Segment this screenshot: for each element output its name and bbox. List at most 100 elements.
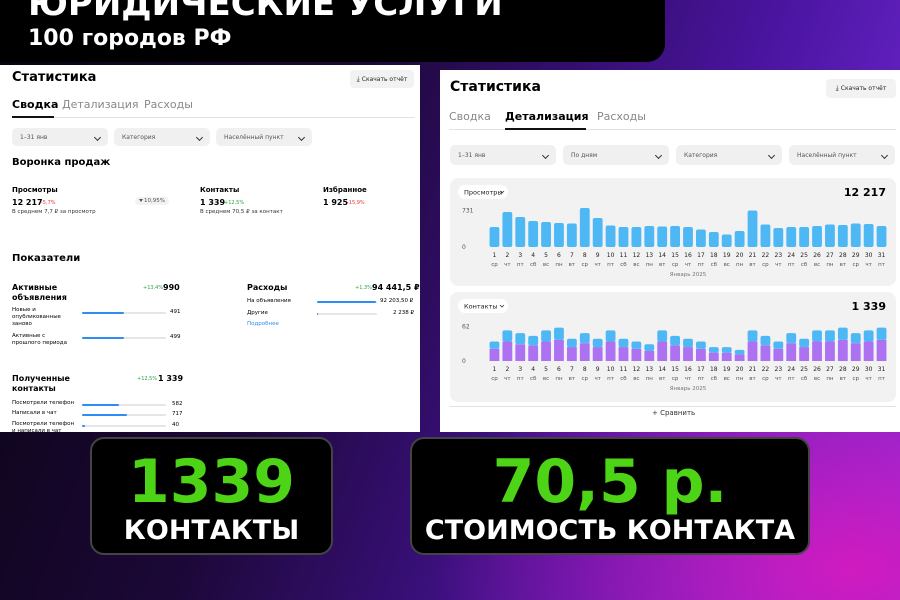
bar xyxy=(837,225,848,247)
filter[interactable]: Населённый пункт xyxy=(789,145,895,165)
bar xyxy=(863,224,874,247)
bar xyxy=(799,338,810,348)
x-tick-label: 6 xyxy=(557,366,561,373)
row-value: 717 xyxy=(172,411,183,417)
row-value: 2 238 ₽ xyxy=(393,310,414,316)
download-button[interactable]: ⤓ Скачать отчёт xyxy=(350,70,414,88)
download-button[interactable]: ⤓ Скачать отчёт xyxy=(826,79,896,98)
weekday-label: сб xyxy=(801,376,808,382)
x-tick-label: 19 xyxy=(723,252,731,259)
tab[interactable]: Сводка xyxy=(12,98,59,111)
tab[interactable]: Детализация xyxy=(505,110,589,123)
bar xyxy=(528,335,539,346)
weekday-label: пт xyxy=(878,262,886,268)
progress-bar xyxy=(317,313,319,315)
bar xyxy=(799,227,810,247)
filter[interactable]: 1–31 янв xyxy=(12,128,108,146)
metric-label: Контакты xyxy=(200,186,240,194)
weekday-label: ср xyxy=(762,262,769,268)
download-label: Скачать отчёт xyxy=(840,85,887,92)
weekday-label: пн xyxy=(736,262,744,268)
weekday-label: вт xyxy=(749,262,756,268)
filter[interactable]: По дням xyxy=(563,145,669,165)
bar xyxy=(696,348,706,361)
filter[interactable]: 1–31 янв xyxy=(450,145,556,165)
banner-subtitle: 100 городов РФ xyxy=(28,26,232,51)
bar xyxy=(708,352,719,361)
x-tick-label: 15 xyxy=(671,252,679,259)
weekday-label: вт xyxy=(840,376,847,382)
x-tick-label: 26 xyxy=(813,252,821,259)
compare-button[interactable]: + Сравнить xyxy=(652,409,696,417)
bar xyxy=(747,341,758,361)
tab[interactable]: Детализация xyxy=(62,98,139,111)
x-tick-label: 20 xyxy=(736,252,744,259)
x-tick-label: 9 xyxy=(596,252,600,259)
bar xyxy=(605,225,616,247)
conversion-value: 10,95% xyxy=(144,198,165,204)
tab-divider xyxy=(449,129,896,130)
filter-label: Категория xyxy=(122,133,156,141)
bar xyxy=(670,335,680,346)
x-tick-label: 31 xyxy=(878,366,886,373)
download-label: Скачать отчёт xyxy=(361,75,408,83)
weekday-label: вс xyxy=(543,262,549,268)
x-tick-label: 5 xyxy=(544,366,548,373)
x-tick-label: 28 xyxy=(839,252,847,259)
metric-dropdown[interactable] xyxy=(458,299,508,313)
filter[interactable]: Категория xyxy=(114,128,210,146)
progress-bar xyxy=(317,301,376,303)
x-tick-label: 11 xyxy=(620,252,628,259)
bar xyxy=(696,341,706,349)
group-label: Полученные контакты xyxy=(12,374,70,393)
metric-label: Просмотры xyxy=(464,189,503,197)
bar xyxy=(670,345,680,361)
bar xyxy=(528,345,539,361)
filter-label: 1–31 янв xyxy=(20,133,48,141)
progress-bar xyxy=(82,337,125,339)
tab[interactable]: Сводка xyxy=(449,110,491,123)
weekday-label: вс xyxy=(724,262,730,268)
filter[interactable]: Категория xyxy=(676,145,782,165)
row-value: 92 203,50 ₽ xyxy=(380,298,414,304)
bar xyxy=(657,226,668,247)
x-tick-label: 12 xyxy=(633,252,641,259)
x-tick-label: 15 xyxy=(671,366,679,373)
x-tick-label: 26 xyxy=(813,366,821,373)
bar xyxy=(786,227,797,247)
x-tick-label: 17 xyxy=(697,366,705,373)
conversion-pill[interactable]: 10,95% xyxy=(135,197,169,205)
bar xyxy=(502,330,513,342)
bar xyxy=(850,333,861,344)
bar xyxy=(876,327,887,340)
x-tick-label: 24 xyxy=(787,252,795,259)
metric-dropdown[interactable] xyxy=(458,185,508,199)
more-link[interactable]: Подробнее xyxy=(247,321,279,327)
weekday-label: ср xyxy=(491,376,498,382)
highlight-value: 70,5 р. xyxy=(492,447,728,517)
bar xyxy=(592,338,603,348)
weekday-label: пн xyxy=(736,376,744,382)
tab[interactable]: Расходы xyxy=(144,98,193,111)
bar xyxy=(837,339,848,361)
x-tick-label: 12 xyxy=(633,366,641,373)
bar xyxy=(825,330,835,342)
x-tick-label: 9 xyxy=(596,366,600,373)
x-tick-label: 8 xyxy=(583,366,587,373)
tab[interactable]: Расходы xyxy=(597,110,646,123)
bar xyxy=(773,228,784,247)
weekday-label: вт xyxy=(659,262,666,268)
progress-bar xyxy=(82,312,124,314)
filter[interactable]: Населённый пункт xyxy=(216,128,312,146)
filter-label: Населённый пункт xyxy=(224,133,284,141)
bar xyxy=(515,333,526,345)
bar xyxy=(566,338,577,348)
group-label: Активные объявления xyxy=(12,283,67,302)
weekday-label: чт xyxy=(865,376,872,382)
row-label: Новые и опубликованные заново xyxy=(12,307,61,327)
weekday-label: сб xyxy=(620,262,627,268)
group-change: +13,4% xyxy=(143,285,164,291)
weekday-label: вс xyxy=(633,262,639,268)
x-tick-label: 1 xyxy=(493,366,497,373)
bar xyxy=(708,347,719,353)
